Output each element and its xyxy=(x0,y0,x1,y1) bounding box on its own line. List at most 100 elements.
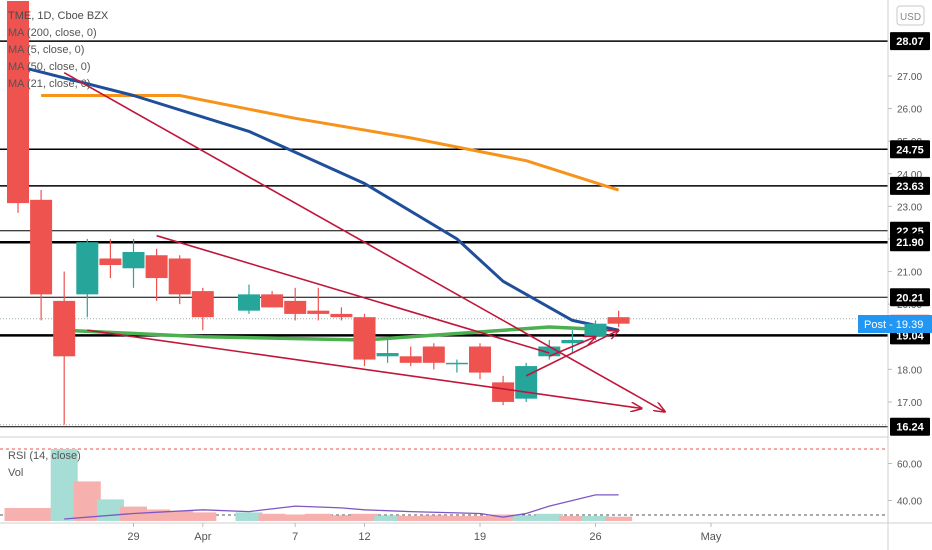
candle[interactable] xyxy=(307,287,330,321)
candle-body xyxy=(76,242,99,295)
level-badge-value: 21.90 xyxy=(896,237,924,249)
candle-body xyxy=(168,258,191,295)
candle[interactable] xyxy=(376,339,399,363)
chart-legend: TME, 1D, Cboe BZX MA (200, close, 0) MA … xyxy=(8,10,109,479)
indicator-ma200[interactable]: MA (200, close, 0) xyxy=(8,27,97,39)
candle-body xyxy=(492,382,515,402)
currency-label: USD xyxy=(900,12,921,23)
time-tick-label: 19 xyxy=(474,531,486,543)
indicator-ma50[interactable]: MA (50, close, 0) xyxy=(8,61,91,73)
post-market-badge[interactable]: Post - 19.39 xyxy=(858,315,932,334)
candle[interactable] xyxy=(7,1,29,213)
candle[interactable] xyxy=(284,287,307,321)
volume-indicator-label[interactable]: Vol xyxy=(8,467,23,479)
rsi-panel xyxy=(0,448,888,521)
candle-body xyxy=(353,317,376,360)
trendline[interactable] xyxy=(156,234,550,354)
time-tick-label: 7 xyxy=(292,531,298,543)
candle[interactable] xyxy=(53,271,76,425)
candle[interactable] xyxy=(76,238,99,318)
candle-body xyxy=(538,346,561,357)
trendline[interactable] xyxy=(548,337,595,358)
candle-body xyxy=(238,294,260,311)
trendline[interactable] xyxy=(87,329,641,408)
candle[interactable] xyxy=(515,362,538,402)
trendline[interactable] xyxy=(525,330,618,377)
candle-body xyxy=(53,300,76,357)
rsi-indicator-label[interactable]: RSI (14, close) xyxy=(8,450,81,462)
volume-bar xyxy=(582,515,609,521)
currency-button[interactable]: USD xyxy=(896,5,925,26)
volume-bar xyxy=(50,449,78,521)
indicator-ma5[interactable]: MA (5, close, 0) xyxy=(8,44,84,56)
price-tick-label: 18.00 xyxy=(897,365,922,376)
level-badge-value: 23.63 xyxy=(896,181,924,193)
ma50-line xyxy=(17,64,619,332)
candles[interactable] xyxy=(7,1,630,425)
volume-bar xyxy=(535,513,563,521)
candle-body xyxy=(261,294,284,308)
indicator-ma21[interactable]: MA (21, close, 0) xyxy=(8,78,91,90)
grid xyxy=(0,318,888,426)
level-badge[interactable]: 20.21 xyxy=(890,288,930,307)
volume-bar xyxy=(397,515,425,521)
volume-bar xyxy=(143,509,171,521)
candle-body xyxy=(145,255,168,279)
candle[interactable] xyxy=(261,291,284,308)
time-tick-label: 12 xyxy=(358,531,370,543)
candle[interactable] xyxy=(399,346,422,367)
time-axis[interactable]: 29 Apr 7 12 19 26 May xyxy=(127,523,722,543)
level-badge-bg xyxy=(890,140,930,159)
volume-bar xyxy=(489,514,517,521)
post-badge-bg xyxy=(858,315,932,334)
candle[interactable] xyxy=(191,287,214,331)
candle[interactable] xyxy=(330,307,353,321)
candle[interactable] xyxy=(607,310,630,327)
volume-bar xyxy=(96,499,124,521)
candle-body xyxy=(99,258,122,266)
candle[interactable] xyxy=(168,255,191,305)
level-badge[interactable]: 21.90 xyxy=(890,233,930,252)
candle[interactable] xyxy=(238,284,260,314)
ma200-line xyxy=(41,94,620,192)
candle[interactable] xyxy=(445,359,468,373)
volume-bar xyxy=(235,512,263,521)
candle-body xyxy=(7,1,29,204)
candle[interactable] xyxy=(492,375,515,406)
volume-bar xyxy=(443,515,471,521)
trendline[interactable] xyxy=(63,72,665,412)
trendlines[interactable] xyxy=(63,72,665,412)
candle-body xyxy=(30,199,53,295)
post-badge-label: Post - 19.39 xyxy=(864,319,923,331)
price-tick-label: 23.00 xyxy=(897,202,922,213)
level-badge[interactable]: 24.75 xyxy=(890,140,930,159)
level-badge-value: 16.24 xyxy=(896,422,924,434)
volume-bar xyxy=(304,513,332,521)
candle-body xyxy=(469,346,491,373)
candle[interactable] xyxy=(122,238,145,288)
level-badge-bg xyxy=(890,288,930,307)
level-badge-value: 20.21 xyxy=(896,292,924,304)
candle[interactable] xyxy=(561,330,584,354)
level-badge-bg xyxy=(890,417,930,436)
candle[interactable] xyxy=(30,190,53,321)
level-badge-value: 19.04 xyxy=(896,330,924,342)
candle[interactable] xyxy=(99,238,122,279)
candle[interactable] xyxy=(469,343,491,380)
rsi-tick-label: 60.00 xyxy=(897,460,922,471)
candle[interactable] xyxy=(353,313,376,367)
level-badge[interactable]: 28.07 xyxy=(890,32,930,51)
volume-bar xyxy=(374,515,402,521)
time-tick-label: 26 xyxy=(589,531,601,543)
volume-bar xyxy=(258,513,286,521)
price-tick-label: 17.00 xyxy=(897,398,922,409)
candle[interactable] xyxy=(145,248,168,301)
horizontal-levels[interactable] xyxy=(0,40,888,428)
level-badge[interactable]: 23.63 xyxy=(890,176,930,195)
candle[interactable] xyxy=(422,343,445,370)
candle-body xyxy=(191,291,214,318)
time-tick-label: May xyxy=(701,531,722,543)
level-badge[interactable]: 16.24 xyxy=(890,417,930,436)
